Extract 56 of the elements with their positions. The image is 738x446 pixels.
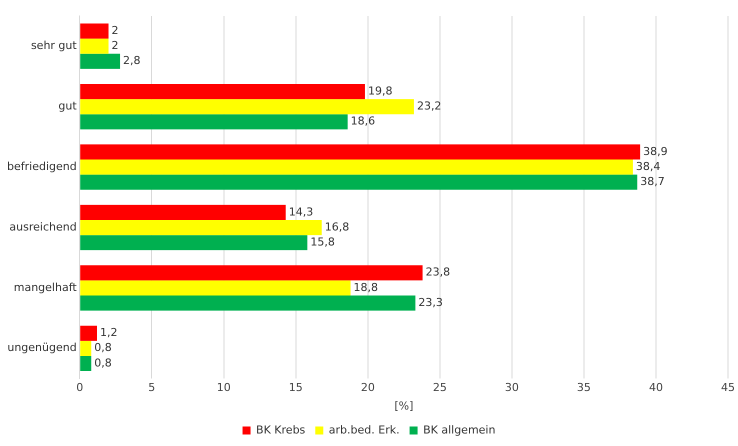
bar [80, 340, 92, 356]
x-tick-label: 25 [432, 381, 447, 394]
data-label: 23,3 [418, 296, 443, 309]
data-label: 38,4 [636, 160, 660, 173]
data-label: 18,8 [354, 280, 378, 294]
data-label: 2,8 [123, 54, 141, 68]
bar [80, 84, 365, 100]
data-label: 38,9 [643, 144, 668, 158]
x-tick-label: 35 [576, 381, 591, 394]
bar [80, 296, 416, 311]
bar [80, 174, 638, 190]
data-label: 38,7 [640, 175, 665, 188]
x-tick-label: 15 [288, 381, 303, 394]
bar [80, 54, 120, 69]
y-tick-label: befriedigend [6, 160, 77, 173]
y-tick-label: ungenügend [7, 341, 77, 354]
legend-label: BK allgemein [423, 423, 496, 436]
data-label: 19,8 [368, 84, 392, 98]
bar [80, 265, 423, 280]
data-label: 14,3 [288, 205, 314, 218]
y-tick-label: ausreichend [9, 220, 77, 234]
y-tick-label: sehr gut [30, 39, 78, 52]
legend-label: arb.bed. Erk. [328, 423, 400, 436]
data-label: 23,2 [416, 100, 442, 113]
bar [80, 326, 97, 341]
bar [80, 204, 286, 220]
bar [80, 38, 109, 54]
x-tick-label: 5 [148, 381, 156, 394]
data-label: 0,8 [94, 341, 112, 354]
bar [80, 220, 322, 236]
bar [80, 160, 633, 175]
data-label: 18,6 [350, 114, 376, 128]
data-label: 1,2 [100, 326, 118, 340]
data-label: 23,8 [426, 266, 450, 279]
data-label: 2 [112, 39, 119, 52]
y-tick-label: mangelhaft [14, 280, 78, 294]
bar [80, 235, 308, 250]
data-label: 2 [112, 24, 119, 37]
bar [80, 280, 351, 296]
x-tick-label: 0 [76, 381, 84, 394]
bar [80, 99, 414, 114]
bar [80, 356, 92, 372]
x-tick-label: 20 [360, 381, 375, 394]
x-axis-title: [%] [394, 399, 414, 412]
bar [80, 24, 109, 39]
x-tick-label: 40 [648, 381, 663, 394]
data-label: 0,8 [94, 356, 112, 370]
x-tick-label: 10 [216, 381, 231, 394]
legend-label: BK Krebs [256, 423, 306, 436]
data-label: 16,8 [324, 220, 350, 234]
bar [80, 144, 640, 160]
x-tick-label: 30 [504, 381, 519, 394]
data-label: 15,8 [310, 235, 335, 248]
bar [80, 114, 348, 130]
x-tick-label: 45 [721, 381, 735, 394]
y-tick-label: gut [58, 100, 78, 113]
